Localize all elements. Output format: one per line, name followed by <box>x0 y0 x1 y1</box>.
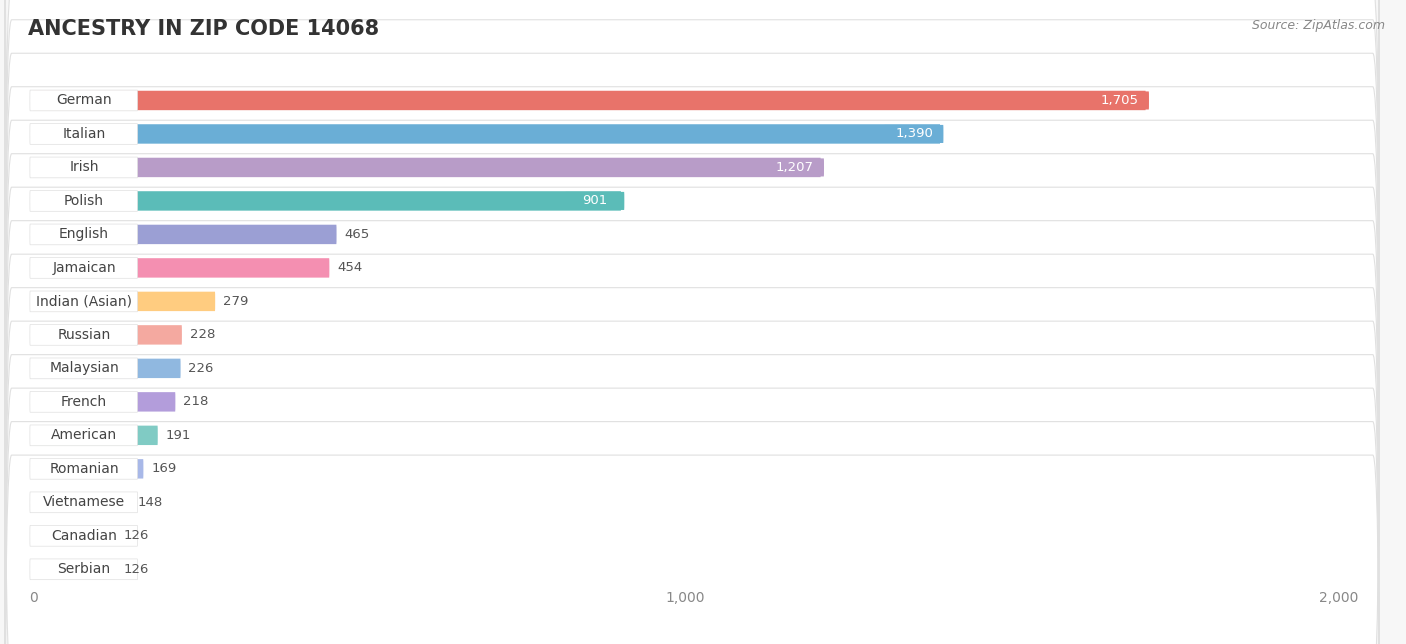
FancyBboxPatch shape <box>6 80 1379 522</box>
FancyBboxPatch shape <box>30 459 138 479</box>
FancyBboxPatch shape <box>565 192 624 210</box>
Text: 226: 226 <box>188 362 214 375</box>
FancyBboxPatch shape <box>34 426 157 445</box>
FancyBboxPatch shape <box>30 325 138 345</box>
Text: Indian (Asian): Indian (Asian) <box>37 294 132 308</box>
Text: English: English <box>59 227 110 242</box>
FancyBboxPatch shape <box>30 291 138 312</box>
Text: 148: 148 <box>138 496 163 509</box>
FancyBboxPatch shape <box>34 392 176 412</box>
Text: 454: 454 <box>337 261 363 274</box>
Text: 1,390: 1,390 <box>896 128 934 140</box>
FancyBboxPatch shape <box>6 0 1379 388</box>
FancyBboxPatch shape <box>6 214 1379 644</box>
Text: Canadian: Canadian <box>51 529 117 543</box>
FancyBboxPatch shape <box>30 492 138 513</box>
FancyBboxPatch shape <box>30 191 138 211</box>
FancyBboxPatch shape <box>6 0 1379 355</box>
FancyBboxPatch shape <box>30 124 138 144</box>
Text: 1,207: 1,207 <box>776 161 814 174</box>
FancyBboxPatch shape <box>1090 91 1149 109</box>
Text: Source: ZipAtlas.com: Source: ZipAtlas.com <box>1251 19 1385 32</box>
FancyBboxPatch shape <box>6 14 1379 455</box>
FancyBboxPatch shape <box>6 315 1379 644</box>
FancyBboxPatch shape <box>6 348 1379 644</box>
FancyBboxPatch shape <box>30 358 138 379</box>
Text: 126: 126 <box>124 563 149 576</box>
FancyBboxPatch shape <box>34 493 129 512</box>
Text: Irish: Irish <box>69 160 98 175</box>
FancyBboxPatch shape <box>6 47 1379 489</box>
Text: ANCESTRY IN ZIP CODE 14068: ANCESTRY IN ZIP CODE 14068 <box>28 19 380 39</box>
FancyBboxPatch shape <box>34 191 621 211</box>
FancyBboxPatch shape <box>34 124 941 144</box>
FancyBboxPatch shape <box>34 325 181 345</box>
FancyBboxPatch shape <box>6 281 1379 644</box>
FancyBboxPatch shape <box>6 114 1379 556</box>
Text: 279: 279 <box>224 295 249 308</box>
FancyBboxPatch shape <box>34 225 336 244</box>
Text: 465: 465 <box>344 228 370 241</box>
FancyBboxPatch shape <box>884 125 943 143</box>
Text: Russian: Russian <box>58 328 111 342</box>
FancyBboxPatch shape <box>30 157 138 178</box>
Text: Vietnamese: Vietnamese <box>44 495 125 509</box>
Text: 218: 218 <box>183 395 208 408</box>
FancyBboxPatch shape <box>6 0 1379 422</box>
FancyBboxPatch shape <box>34 258 329 278</box>
Text: Jamaican: Jamaican <box>52 261 115 275</box>
Text: Malaysian: Malaysian <box>49 361 120 375</box>
FancyBboxPatch shape <box>6 147 1379 589</box>
FancyBboxPatch shape <box>34 91 1146 110</box>
Text: German: German <box>56 93 112 108</box>
FancyBboxPatch shape <box>34 560 115 579</box>
Text: 126: 126 <box>124 529 149 542</box>
FancyBboxPatch shape <box>30 258 138 278</box>
FancyBboxPatch shape <box>34 459 143 478</box>
Text: French: French <box>60 395 107 409</box>
FancyBboxPatch shape <box>34 359 180 378</box>
FancyBboxPatch shape <box>30 526 138 546</box>
Text: Serbian: Serbian <box>58 562 111 576</box>
Text: American: American <box>51 428 117 442</box>
Text: Italian: Italian <box>62 127 105 141</box>
FancyBboxPatch shape <box>30 392 138 412</box>
FancyBboxPatch shape <box>30 90 138 111</box>
FancyBboxPatch shape <box>34 526 115 545</box>
Text: 1,705: 1,705 <box>1101 94 1139 107</box>
Text: 191: 191 <box>166 429 191 442</box>
FancyBboxPatch shape <box>34 158 821 177</box>
FancyBboxPatch shape <box>34 292 215 311</box>
FancyBboxPatch shape <box>30 224 138 245</box>
Text: Romanian: Romanian <box>49 462 120 476</box>
Text: 901: 901 <box>582 194 607 207</box>
FancyBboxPatch shape <box>765 158 824 176</box>
FancyBboxPatch shape <box>30 425 138 446</box>
Text: Polish: Polish <box>65 194 104 208</box>
Text: 228: 228 <box>190 328 215 341</box>
FancyBboxPatch shape <box>6 0 1379 321</box>
FancyBboxPatch shape <box>6 181 1379 623</box>
FancyBboxPatch shape <box>30 559 138 580</box>
Text: 169: 169 <box>152 462 177 475</box>
FancyBboxPatch shape <box>6 248 1379 644</box>
